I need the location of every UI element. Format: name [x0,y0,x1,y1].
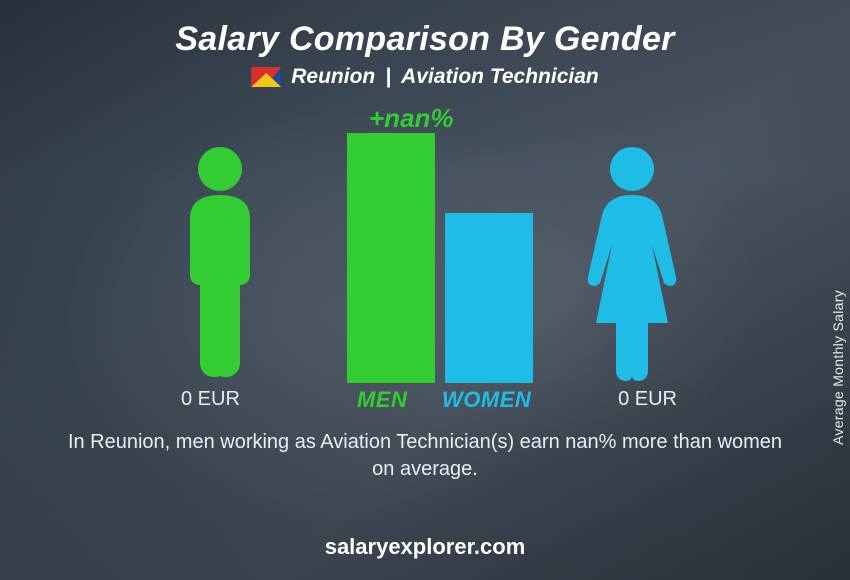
reunion-flag-icon [251,67,281,87]
women-salary-value: 0 EUR [618,388,677,411]
male-person-icon [165,143,275,383]
men-salary-value: 0 EUR [181,388,240,411]
women-category-label: WOMEN [442,387,531,413]
source-footer: salaryexplorer.com [325,534,526,560]
role-label: Aviation Technician [401,65,599,89]
women-bar [445,213,533,383]
location-label: Reunion [291,65,375,89]
description-text: In Reunion, men working as Aviation Tech… [65,429,785,483]
percent-difference-label: +nan% [369,103,454,134]
men-bar [347,133,435,383]
subtitle-row: Reunion | Aviation Technician [251,65,598,89]
chart-title: Salary Comparison By Gender [175,20,674,59]
men-category-label: MEN [357,387,407,413]
separator: | [385,65,391,89]
y-axis-label: Average Monthly Salary [830,290,846,445]
chart-area: +nan% MEN WOMEN 0 EUR 0 EUR [125,107,725,417]
female-person-icon [577,143,687,383]
